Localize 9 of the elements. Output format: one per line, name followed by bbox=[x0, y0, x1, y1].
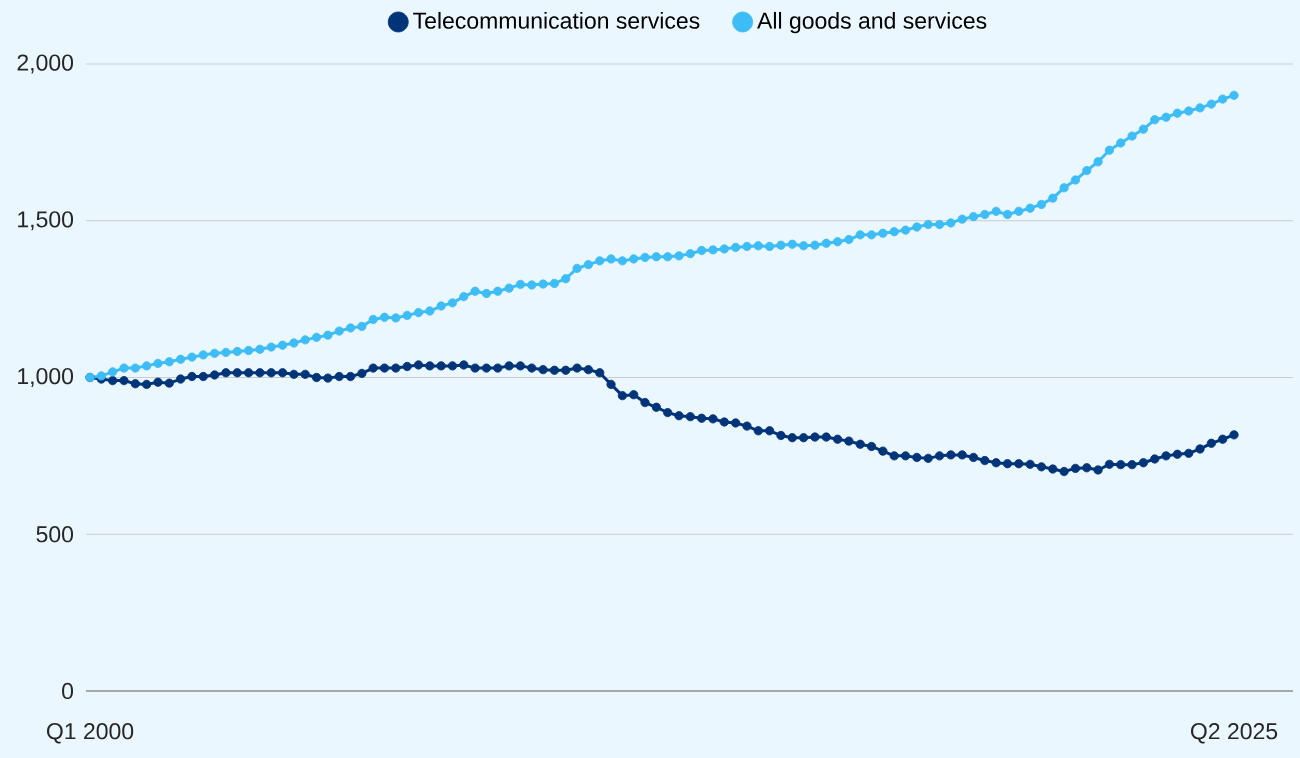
y-tick-label: 1,500 bbox=[18, 211, 74, 231]
legend-label: Telecommunication services bbox=[413, 11, 700, 29]
legend-label: All goods and services bbox=[757, 11, 987, 34]
y-tick-label: 0 bbox=[62, 682, 74, 700]
y-tick-label: 1,000 bbox=[18, 367, 74, 387]
y-tick-label: 2,000 bbox=[17, 54, 74, 74]
x-tick-label: Q2 2025 bbox=[1190, 723, 1278, 744]
y-tick-label: 500 bbox=[36, 526, 74, 543]
x-tick-label: Q1 2000 bbox=[46, 723, 134, 744]
